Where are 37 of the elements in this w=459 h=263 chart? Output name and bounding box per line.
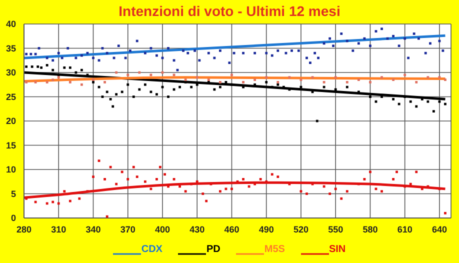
point [404, 74, 406, 76]
y-tick-label: 25 [6, 92, 16, 102]
point [288, 76, 291, 79]
legend-label: SIN [328, 244, 346, 255]
y-tick-label: 10 [6, 164, 16, 175]
point [196, 76, 198, 79]
y-tick-label: 40 [6, 19, 16, 30]
y-tick-label: 0 [10, 213, 16, 224]
x-tick-label: 490 [258, 224, 274, 234]
y-tick-label: 30 [6, 68, 16, 78]
y-tick-label: 20 [6, 116, 16, 126]
y-tick-label: 15 [6, 140, 16, 150]
x-tick-label: 370 [120, 224, 136, 234]
point [150, 74, 152, 76]
x-tick-label: 460 [224, 224, 240, 234]
x-tick-label: 400 [154, 224, 170, 234]
point [265, 76, 268, 79]
legend-label: PD [206, 244, 220, 255]
x-tick-label: 280 [16, 224, 32, 234]
point [334, 76, 337, 79]
x-tick-label: 550 [328, 224, 344, 234]
x-tick-label: 640 [432, 224, 447, 234]
point [126, 74, 130, 76]
point [426, 76, 430, 79]
y-tick-label: 5 [10, 188, 16, 199]
line-series [24, 181, 446, 199]
legend-label: CDX [141, 244, 162, 255]
x-tick-label: 430 [190, 224, 205, 234]
legend-label: M5S [264, 244, 285, 255]
chart-title: Intenzioni di voto - Ultimi 12 mesi [118, 3, 342, 19]
x-tick-label: 340 [86, 224, 101, 234]
x-tick-label: 610 [397, 224, 412, 234]
y-tick-label: 35 [6, 43, 16, 54]
x-tick-label: 310 [51, 224, 66, 234]
x-tick-label: 580 [362, 224, 378, 234]
x-tick-label: 520 [293, 224, 308, 234]
point [57, 76, 60, 79]
